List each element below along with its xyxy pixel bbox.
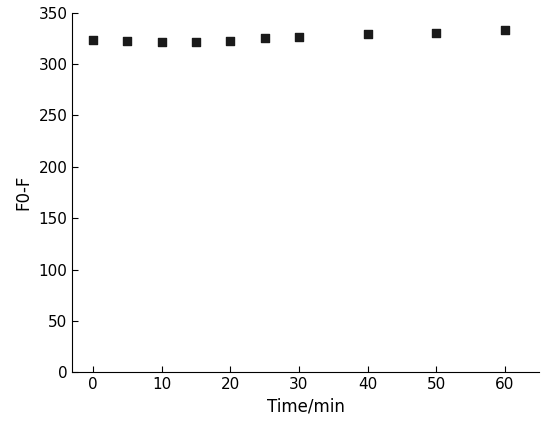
Point — [500, 27, 509, 33]
Point — [88, 37, 97, 44]
Point — [295, 34, 304, 41]
Point — [157, 39, 166, 46]
Point — [191, 39, 200, 46]
X-axis label: Time/min: Time/min — [267, 398, 345, 416]
Y-axis label: F0-F: F0-F — [15, 175, 33, 210]
Point — [363, 31, 372, 38]
Point — [123, 38, 132, 45]
Point — [260, 35, 269, 42]
Point — [432, 30, 441, 37]
Point — [226, 38, 235, 45]
